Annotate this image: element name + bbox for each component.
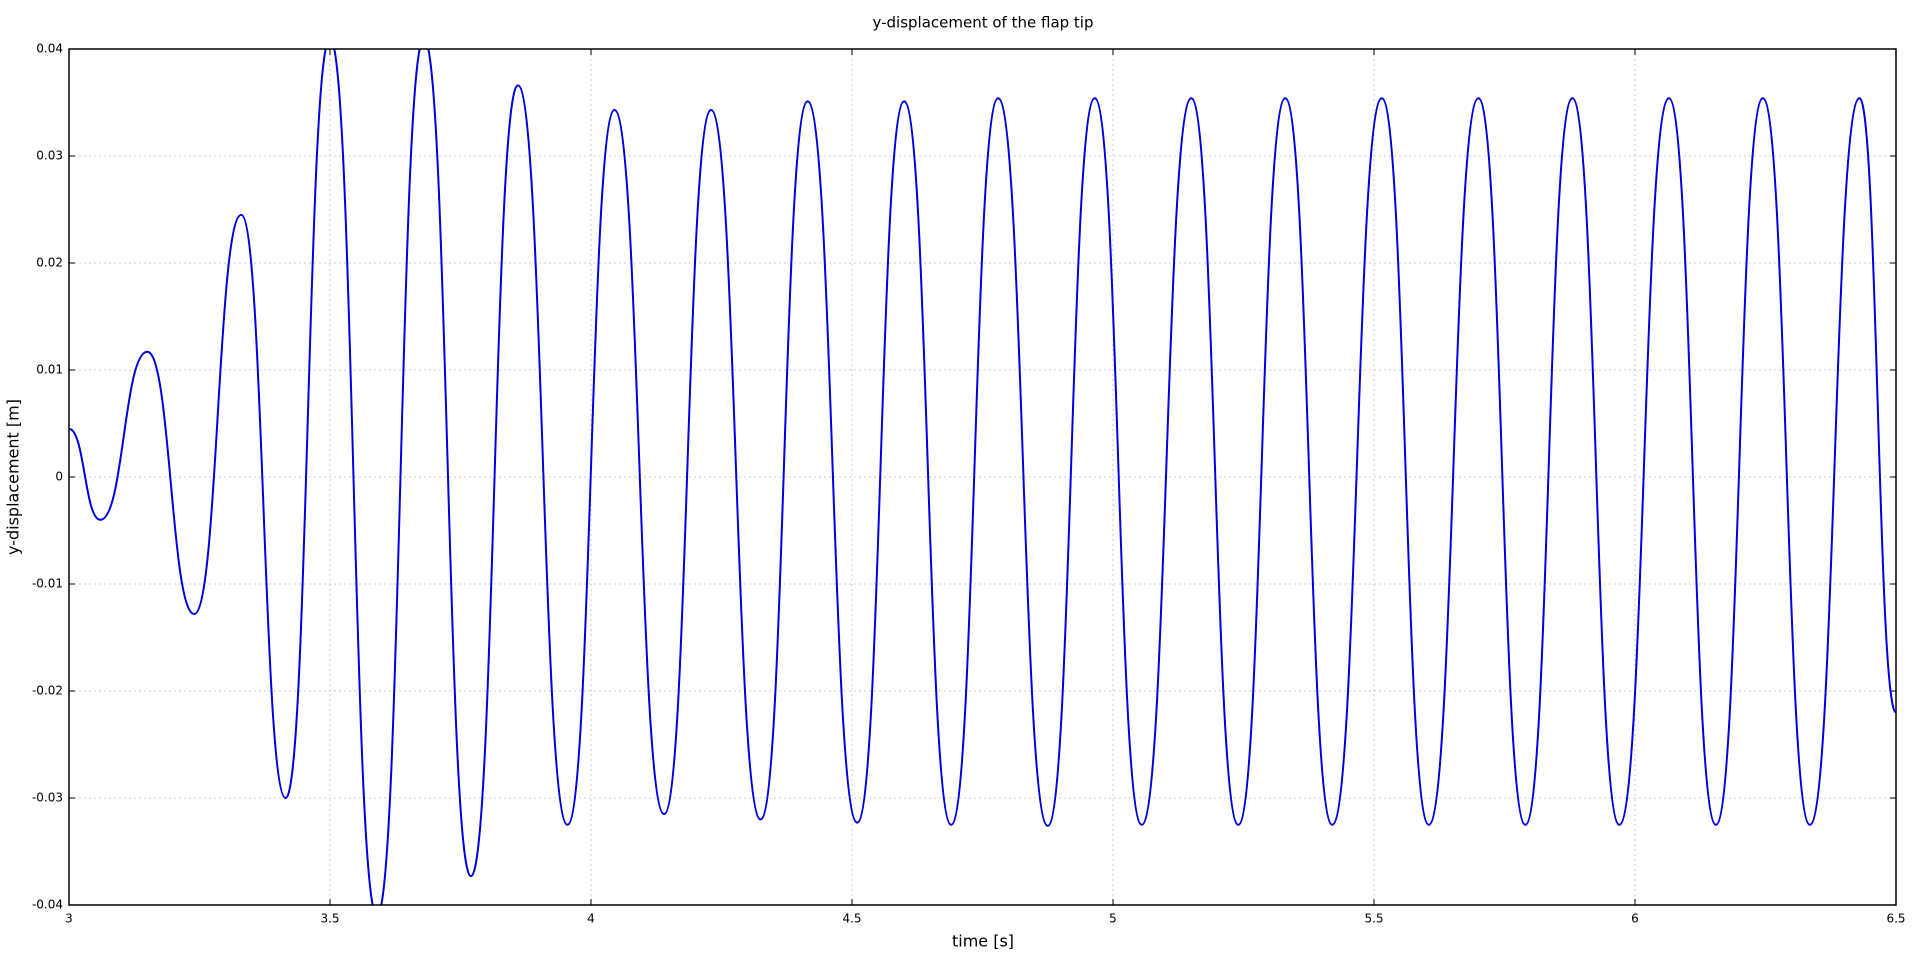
chart-title: y-displacement of the flap tip — [873, 14, 1094, 32]
x-tick-label: 3 — [65, 912, 73, 926]
y-tick-label: 0.01 — [36, 363, 63, 377]
x-tick-label: 6 — [1631, 912, 1639, 926]
x-tick-label: 4.5 — [842, 912, 861, 926]
y-tick-label: -0.03 — [32, 791, 63, 805]
y-tick-label: 0.03 — [36, 149, 63, 163]
y-tick-label: 0.02 — [36, 256, 63, 270]
y-tick-label: -0.04 — [32, 898, 63, 912]
x-tick-label: 6.5 — [1886, 912, 1905, 926]
y-tick-label: 0 — [55, 470, 63, 484]
y-tick-label: -0.02 — [32, 684, 63, 698]
plot-frame — [68, 48, 1897, 906]
x-axis-label: time [s] — [952, 932, 1014, 951]
y-tick-label: -0.01 — [32, 577, 63, 591]
x-tick-label: 5.5 — [1364, 912, 1383, 926]
x-tick-label: 3.5 — [320, 912, 339, 926]
y-axis-label: y-displacement [m] — [4, 399, 23, 555]
y-tick-label: 0.04 — [36, 42, 63, 56]
x-tick-label: 4 — [587, 912, 595, 926]
data-line — [69, 49, 1896, 905]
x-tick-label: 5 — [1109, 912, 1117, 926]
